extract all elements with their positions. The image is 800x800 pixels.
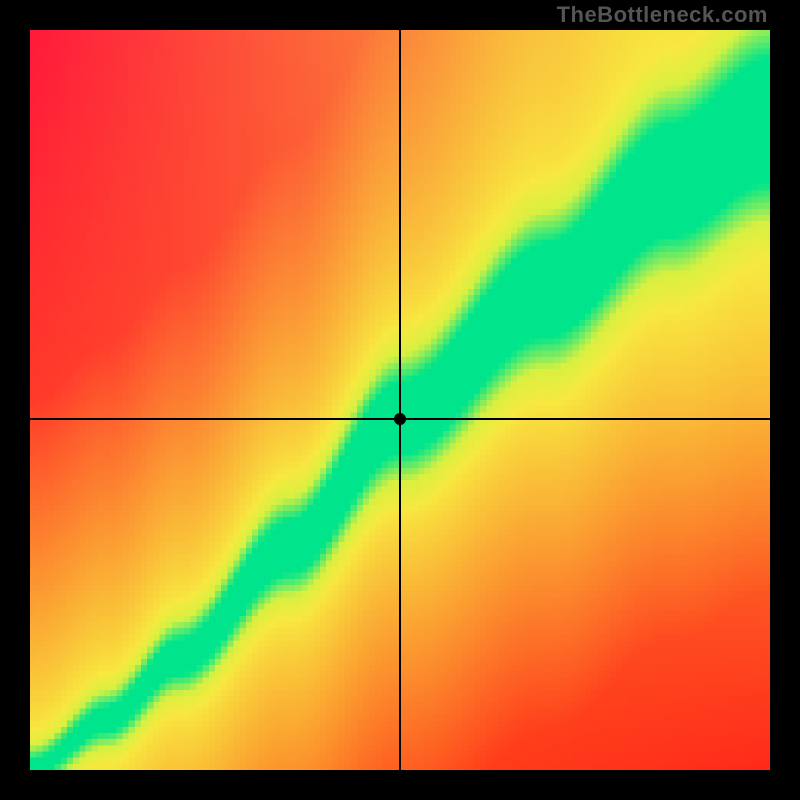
watermark-label: TheBottleneck.com — [557, 2, 768, 28]
crosshair-vertical — [399, 30, 401, 770]
selected-point-marker — [394, 413, 406, 425]
plot-area — [30, 30, 770, 770]
